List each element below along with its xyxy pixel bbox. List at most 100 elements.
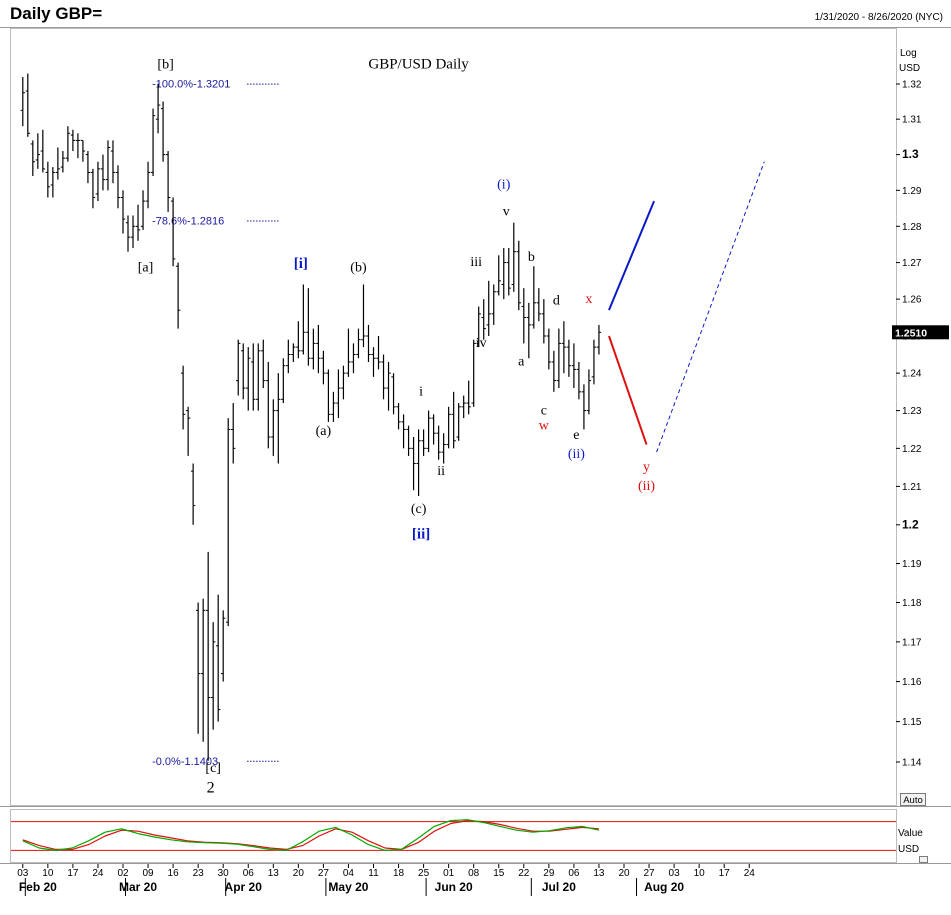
ohlc-bar [441, 433, 446, 464]
y-unit-label: USD [899, 63, 920, 74]
y-tick-label: 1.29 [902, 186, 922, 197]
ohlc-bar [361, 284, 366, 348]
ohlc-bar [466, 380, 471, 415]
ohlc-bar [210, 622, 216, 730]
y-tick-label: 1.16 [902, 677, 922, 688]
ohlc-bar [135, 204, 141, 241]
x-tick-label: 20 [618, 868, 630, 879]
x-tick-label: 27 [643, 868, 655, 879]
ohlc-bar [261, 339, 266, 389]
y-tick-label: 1.21 [902, 482, 922, 493]
ohlc-bar [226, 418, 231, 627]
x-tick-label: 11 [368, 868, 379, 879]
wave-label: iii [470, 255, 482, 270]
wave-label: [i] [294, 256, 308, 272]
ohlc-bar [100, 154, 106, 191]
ohlc-bar [75, 133, 81, 159]
ohlc-bar [256, 343, 261, 411]
ohlc-bar [180, 365, 186, 430]
fib-level-pct: -0.0% [152, 756, 181, 768]
ohlc-bar [105, 140, 111, 191]
ohlc-bar [296, 321, 301, 359]
ohlc-bar [476, 306, 481, 348]
wave-label: x [585, 292, 592, 307]
ohlc-bar [195, 602, 201, 734]
wave-label: 2 [207, 780, 215, 797]
ohlc-bar [215, 594, 221, 722]
ohlc-bar [406, 425, 411, 456]
ohlc-bar [286, 339, 291, 374]
ohlc-bar [451, 391, 456, 449]
y-tick-label: 1.2 [902, 517, 919, 531]
ohlc-bar [491, 284, 496, 325]
auto-scale-button[interactable] [900, 793, 926, 806]
fib-level-value: -1.1403 [181, 756, 218, 768]
ohlc-bar [165, 151, 171, 212]
ohlc-bar [426, 410, 431, 453]
panel-resize-handle[interactable] [919, 856, 928, 863]
ohlc-bar [366, 324, 371, 362]
ohlc-bar [371, 347, 376, 377]
ohlc-bar [60, 151, 66, 173]
wave-label: iv [476, 336, 487, 351]
y-tick-label: 1.19 [902, 559, 922, 570]
ohlc-bar [236, 339, 241, 396]
ohlc-bar [391, 373, 396, 415]
ohlc-bar [185, 406, 191, 456]
x-tick-label: 02 [117, 868, 129, 879]
x-tick-label: 20 [293, 868, 305, 879]
ohlc-bar [45, 161, 51, 198]
ohlc-bar [266, 361, 271, 449]
ohlc-bar [531, 266, 537, 329]
x-tick-label: 10 [694, 868, 706, 879]
fib-level-label: -0.0%-1.1403 [152, 756, 218, 768]
x-tick-label: 08 [468, 868, 480, 879]
y-tick-label: 1.14 [902, 758, 922, 769]
last-price-marker [892, 325, 949, 340]
ohlc-bar [35, 133, 41, 169]
wave-label: (i) [497, 178, 511, 193]
ohlc-bar [155, 83, 161, 134]
wave-label: (ii) [638, 479, 655, 494]
x-tick-label: 17 [67, 868, 79, 879]
ohlc-bar [221, 610, 226, 682]
ohlc-bar [95, 161, 101, 202]
wave-label: (ii) [568, 447, 585, 462]
y-tick-label: 1.27 [902, 258, 922, 269]
ohlc-bar [596, 324, 602, 355]
oscillator-d-line [22, 819, 599, 851]
ohlc-bar [326, 369, 331, 422]
ohlc-bar [205, 551, 211, 761]
x-tick-label: 22 [518, 868, 530, 879]
wave-label: (b) [350, 261, 367, 276]
x-tick-label: 04 [343, 868, 355, 879]
x-tick-label: 06 [568, 868, 580, 879]
ohlc-bar [576, 361, 582, 400]
y-tick-label: 1.22 [902, 444, 922, 455]
x-tick-label: 16 [168, 868, 180, 879]
ohlc-bar [311, 328, 316, 370]
ohlc-bar [431, 414, 436, 445]
ohlc-bar [160, 101, 166, 162]
ohlc-bar [336, 369, 341, 419]
y-tick-label: 1.17 [902, 637, 922, 648]
chart-window-title: Daily GBP= [10, 4, 102, 23]
x-tick-label: 24 [744, 868, 756, 879]
ohlc-bar [586, 369, 592, 415]
ohlc-bar [401, 414, 406, 449]
ohlc-bar [516, 240, 521, 311]
projection-line [656, 161, 765, 453]
ohlc-bar [130, 215, 136, 249]
ohlc-bar [190, 463, 196, 525]
wave-label: [c] [205, 761, 221, 776]
ohlc-bar [30, 140, 36, 177]
ohlc-bar [566, 339, 572, 377]
y-tick-label: 1.3 [902, 147, 919, 161]
wave-label: ii [437, 464, 445, 479]
x-month-label: Jun 20 [435, 880, 473, 894]
wave-label: (c) [411, 502, 427, 517]
x-tick-label: 15 [493, 868, 505, 879]
ohlc-bar [496, 255, 501, 296]
ohlc-bar [561, 321, 567, 374]
ohlc-bar [486, 280, 491, 336]
